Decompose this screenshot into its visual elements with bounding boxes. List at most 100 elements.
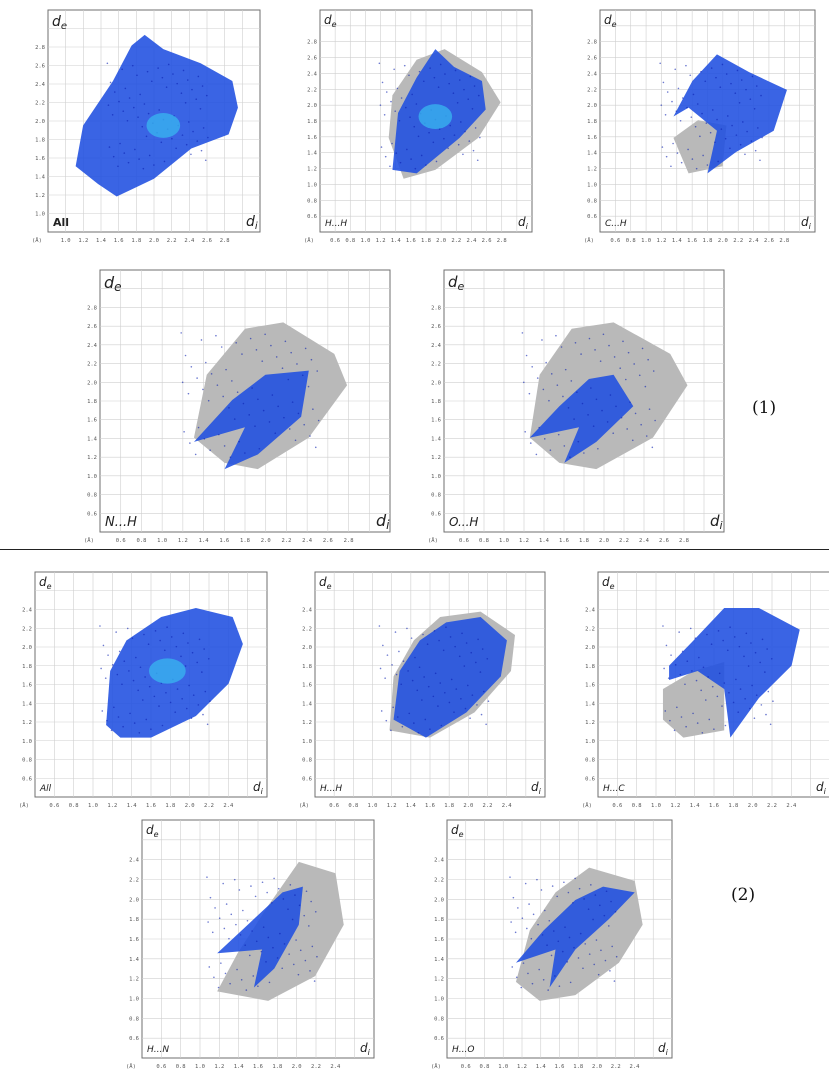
fingerprint-point <box>177 688 179 690</box>
x-tick-label: 0.8 <box>136 538 146 544</box>
fingerprint-point <box>263 926 265 928</box>
fingerprint-hot-spot <box>419 104 453 129</box>
x-tick-label: 1.8 <box>131 238 141 244</box>
fingerprint-point <box>309 435 311 437</box>
fingerprint-point <box>570 380 572 382</box>
fingerprint-point <box>235 342 237 344</box>
y-tick-label: 0.8 <box>22 758 32 764</box>
fingerprint-point <box>316 370 318 372</box>
x-tick-label: 2.0 <box>261 538 271 544</box>
y-tick-label: 1.0 <box>307 182 317 188</box>
y-tick-label: 2.4 <box>302 608 313 614</box>
fingerprint-point <box>414 657 416 659</box>
fingerprint-point <box>538 969 540 971</box>
x-tick-label: 1.0 <box>498 1064 508 1070</box>
fingerprint-point <box>429 67 431 69</box>
unit-label: (Å) <box>584 237 594 244</box>
fingerprint-point <box>149 155 151 157</box>
x-tick-label: 0.8 <box>69 803 79 809</box>
fingerprint-point <box>482 648 484 650</box>
x-tick-label: 0.6 <box>459 538 469 544</box>
fingerprint-point <box>754 108 756 110</box>
fingerprint-point <box>193 694 195 696</box>
fingerprint-point <box>296 363 298 365</box>
fingerprint-point <box>652 447 654 449</box>
fingerprint-point <box>263 410 265 412</box>
fingerprint-point <box>107 62 109 64</box>
y-tick-label: 2.0 <box>587 103 597 109</box>
fingerprint-point <box>526 928 528 930</box>
fingerprint-point <box>292 401 294 403</box>
fingerprint-point <box>622 341 624 343</box>
fingerprint-point <box>533 914 535 916</box>
y-tick-label: 1.4 <box>587 151 598 157</box>
fingerprint-point <box>292 919 294 921</box>
fingerprint-point <box>181 92 183 94</box>
fingerprint-point <box>703 666 705 668</box>
y-tick-label: 1.6 <box>129 937 139 943</box>
fingerprint-point <box>477 159 479 161</box>
fingerprint-point <box>470 652 472 654</box>
fingerprint-point <box>238 441 240 443</box>
fingerprint-point <box>739 646 741 648</box>
fingerprint-point <box>172 73 174 75</box>
x-tick-label: 1.4 <box>199 538 210 544</box>
fingerprint-point <box>640 424 642 426</box>
fingerprint-point <box>287 379 289 381</box>
fingerprint-point <box>543 979 545 981</box>
unit-label: (Å) <box>431 1063 441 1070</box>
fingerprint-point <box>449 702 451 704</box>
fingerprint-point <box>147 71 149 73</box>
fingerprint-point <box>209 449 211 451</box>
fingerprint-point <box>230 456 232 458</box>
fingerprint-point <box>525 883 527 885</box>
fingerprint-point <box>100 668 102 670</box>
fingerprint-point <box>517 907 519 909</box>
fingerprint-point <box>645 386 647 388</box>
x-tick-label: 0.8 <box>479 538 489 544</box>
fingerprint-point <box>282 367 284 369</box>
y-tick-label: 1.2 <box>129 977 139 983</box>
fingerprint-point <box>408 713 410 715</box>
fingerprint-point <box>188 121 190 123</box>
y-tick-label: 2.4 <box>87 343 98 349</box>
fingerprint-point <box>718 630 720 632</box>
fingerprint-point <box>736 134 738 136</box>
fingerprint-point <box>615 911 617 913</box>
fingerprint-point <box>176 646 178 648</box>
fingerprint-point <box>125 88 127 90</box>
fingerprint-point <box>185 355 187 357</box>
fingerprint-point <box>174 711 176 713</box>
y-tick-label: 1.6 <box>585 683 595 689</box>
fingerprint-point <box>440 64 442 66</box>
fingerprint-point <box>515 932 517 934</box>
fingerprint-point <box>608 345 610 347</box>
y-tick-label: 0.8 <box>434 1016 444 1022</box>
fingerprint-point <box>616 956 618 958</box>
fingerprint-point <box>733 702 735 704</box>
fingerprint-point <box>112 664 114 666</box>
fingerprint-point <box>724 682 726 684</box>
fingerprint-point <box>467 98 469 100</box>
fingerprint-point <box>396 674 398 676</box>
y-tick-label: 0.6 <box>307 214 317 220</box>
fingerprint-point <box>511 966 513 968</box>
fingerprint-point <box>705 699 707 701</box>
y-tick-label: 1.4 <box>434 957 445 963</box>
fingerprint-point <box>700 71 702 73</box>
y-tick-label: 1.8 <box>129 917 139 923</box>
fingerprint-point <box>600 949 602 951</box>
fingerprint-point <box>207 723 209 725</box>
fingerprint-point <box>405 107 407 109</box>
fingerprint-point <box>281 967 283 969</box>
y-tick-label: 2.8 <box>431 305 441 311</box>
fingerprint-point <box>764 671 766 673</box>
fingerprint-point <box>390 101 392 103</box>
fingerprint-point <box>241 979 243 981</box>
x-tick-label: 2.8 <box>344 538 354 544</box>
fingerprint-point <box>685 726 687 728</box>
fingerprint-plot-2: 0.6 0.8 1.0 1.2 1.4 1.6 1.8 2.0 2.2 2.4 2.6 2.8 (Å) 0… <box>300 8 542 252</box>
fingerprint-point <box>443 649 445 651</box>
fingerprint-point <box>155 630 157 632</box>
fingerprint-point <box>114 91 116 93</box>
